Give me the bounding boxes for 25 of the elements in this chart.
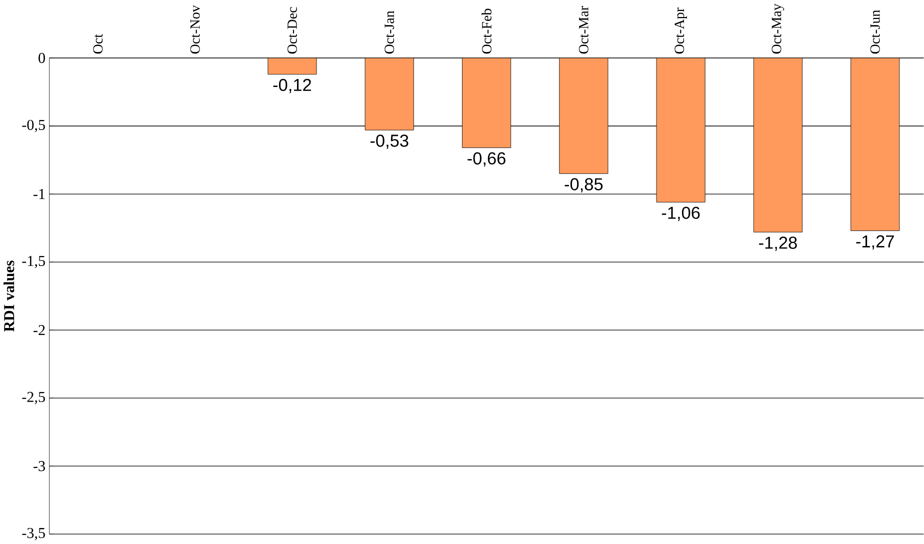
y-tick-label: -0,5 [22,120,45,132]
x-tick-label: Oct-Jun [870,10,880,54]
data-label: -1,27 [856,235,894,250]
x-tick-label: Oct [93,34,103,54]
x-tick-label: Oct-May [772,4,784,54]
x-tick-label: Oct-Nov [190,5,200,54]
y-axis-title: RDI values [4,260,14,332]
data-label: -0,66 [468,152,506,167]
data-label: -1,28 [759,236,797,251]
y-tick-label: -3 [34,461,45,472]
x-tick-label: Oct-Apr [674,8,687,54]
data-label: -0,53 [370,134,408,149]
x-tick-label: Oct-Dec [288,7,297,54]
y-tick-label: 0 [38,52,45,64]
y-tick-label: -1 [34,189,45,200]
y-tick-label: -3,5 [22,528,45,540]
y-tick-label: -2 [34,325,45,336]
data-label: -0,85 [564,178,603,192]
y-tick-label: -2,5 [22,392,45,404]
y-tick-label: -1,5 [22,256,45,268]
data-label: -0,12 [273,78,312,94]
x-tick-label: Oct-Feb [482,8,492,54]
x-tick-label: Oct-Jan [384,10,394,54]
x-tick-label: Oct-Mar [578,6,588,54]
data-label: -1,06 [662,206,700,222]
